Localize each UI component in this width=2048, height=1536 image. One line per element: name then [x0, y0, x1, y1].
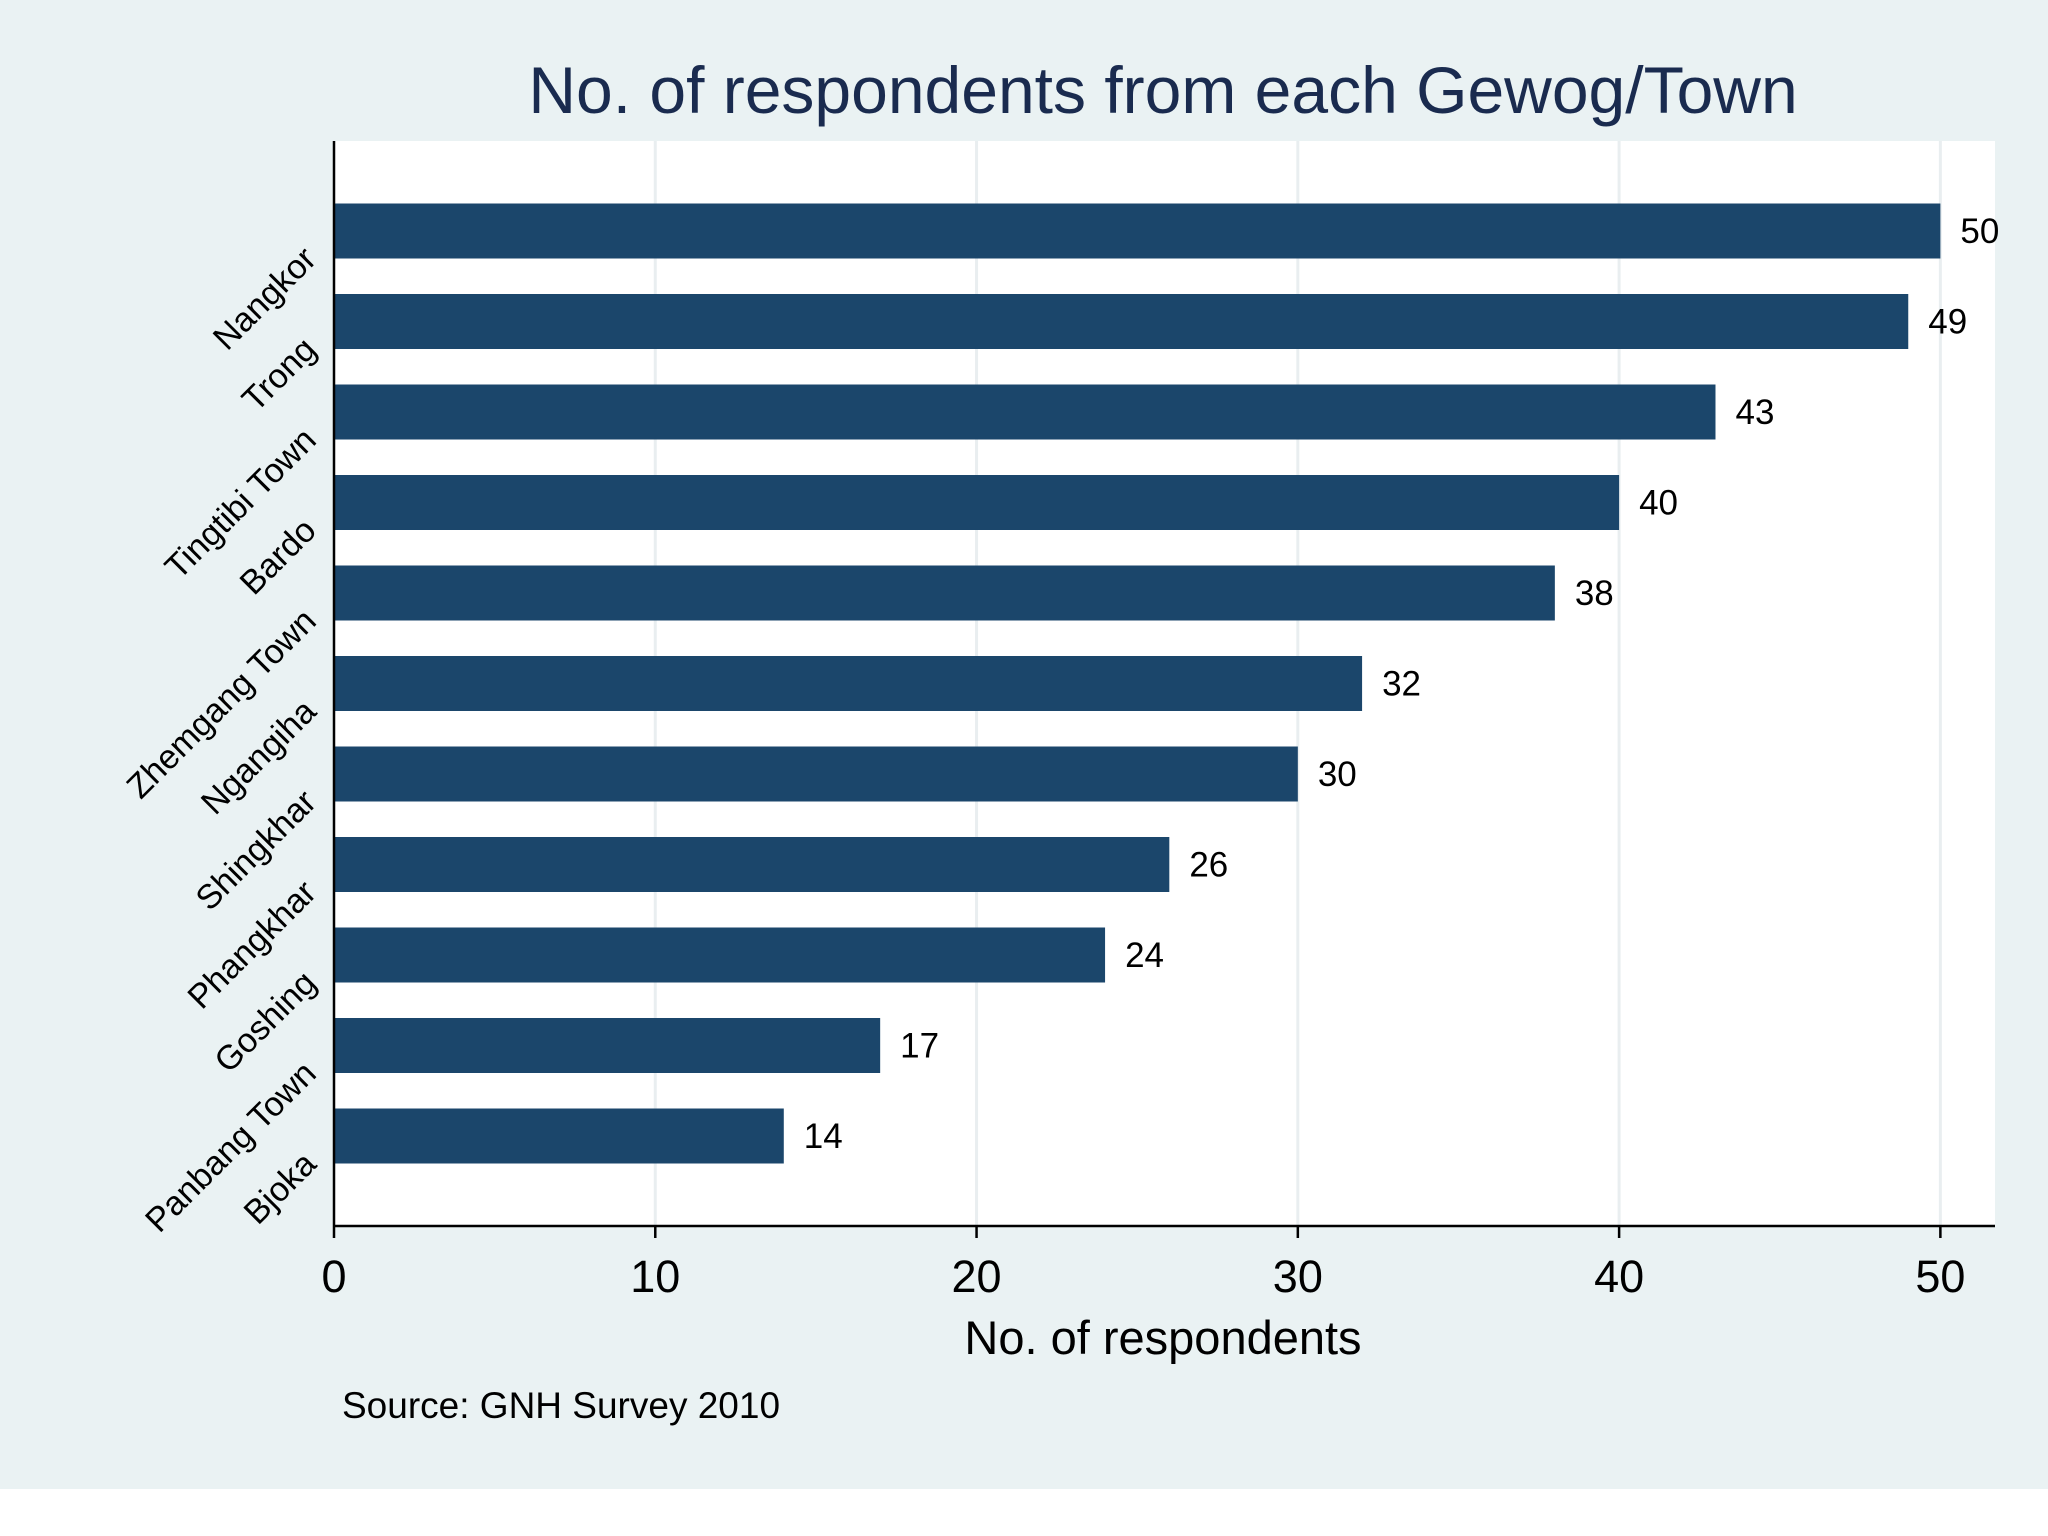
- data-label-7: 30: [1318, 755, 1357, 794]
- x-tick-label-50: 50: [1915, 1251, 1965, 1302]
- data-label-9: 24: [1125, 936, 1164, 975]
- data-labels: 50 49 43 40 38 32 30 26 24 17 14: [804, 212, 2000, 1156]
- x-axis-title: No. of respondents: [964, 1311, 1361, 1364]
- data-label-2: 49: [1928, 303, 1967, 342]
- bars: [334, 203, 1941, 1164]
- data-label-1: 50: [1960, 212, 1999, 251]
- bar-7: [334, 746, 1298, 802]
- data-label-11: 14: [804, 1117, 843, 1156]
- bar-4: [334, 475, 1620, 530]
- bar-2: [334, 294, 1909, 349]
- data-label-10: 17: [900, 1027, 939, 1066]
- bar-1: [334, 203, 1941, 259]
- bar-6: [334, 656, 1363, 711]
- bar-5: [334, 565, 1555, 621]
- bar-11: [334, 1108, 784, 1164]
- source-note: Source: GNH Survey 2010: [342, 1385, 780, 1426]
- bar-chart: No. of respondents from each Gewog/Town …: [119, 53, 2000, 1426]
- bar-3: [334, 384, 1716, 440]
- x-tick-label-10: 10: [630, 1251, 680, 1302]
- x-tick-label-0: 0: [321, 1251, 346, 1302]
- data-label-5: 38: [1575, 574, 1614, 613]
- bar-8: [334, 837, 1170, 892]
- chart-title: No. of respondents from each Gewog/Town: [528, 53, 1797, 127]
- data-label-6: 32: [1382, 665, 1421, 704]
- data-label-8: 26: [1189, 846, 1228, 885]
- category-label-11: Bjoka: [237, 1145, 324, 1232]
- category-label-2: Trong: [235, 330, 324, 419]
- x-tick-label-30: 30: [1273, 1251, 1323, 1302]
- bar-10: [334, 1018, 881, 1073]
- data-label-4: 40: [1639, 484, 1678, 523]
- figure-background: No. of respondents from each Gewog/Town …: [0, 0, 2048, 1489]
- data-label-3: 43: [1735, 393, 1774, 432]
- x-tick-label-40: 40: [1594, 1251, 1644, 1302]
- bar-9: [334, 927, 1106, 983]
- x-tick-label-20: 20: [952, 1251, 1002, 1302]
- axes: [332, 141, 1995, 1238]
- x-tick-labels: 0 10 20 30 40 50: [321, 1251, 1965, 1302]
